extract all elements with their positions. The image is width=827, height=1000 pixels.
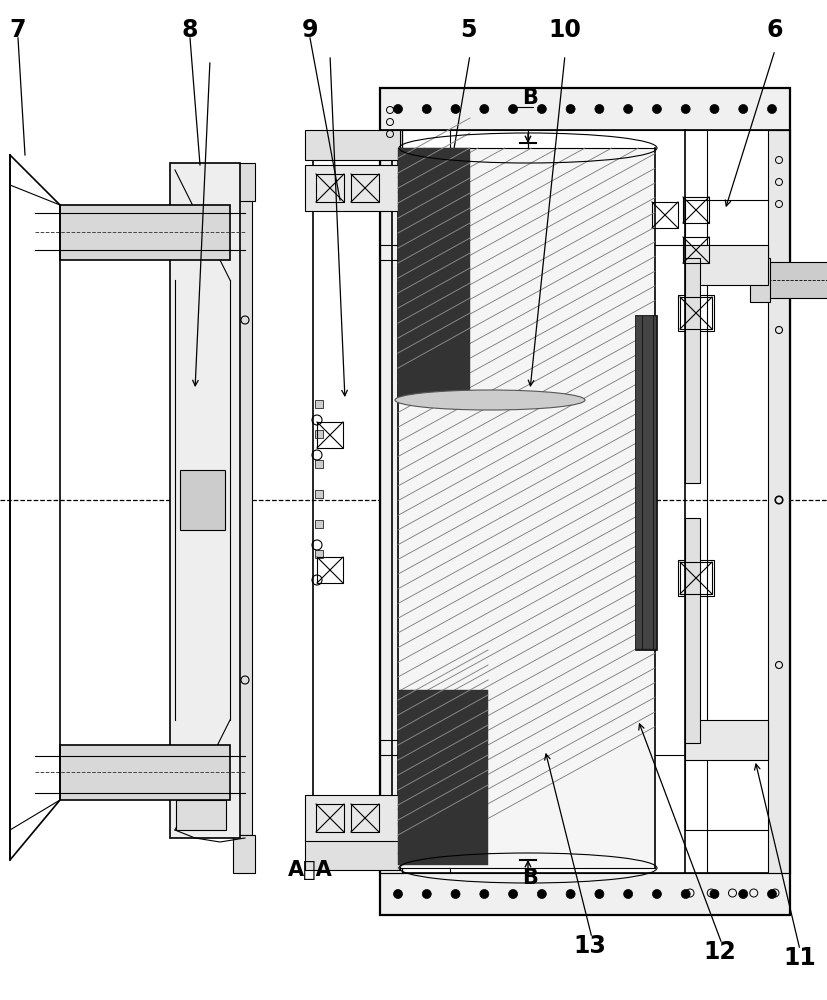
Text: A－A: A－A bbox=[287, 860, 332, 880]
Text: B: B bbox=[522, 868, 538, 888]
Bar bbox=[237, 165, 251, 835]
Text: 11: 11 bbox=[782, 946, 815, 970]
Text: 12: 12 bbox=[703, 940, 735, 964]
Circle shape bbox=[566, 890, 575, 898]
Bar bbox=[60, 205, 230, 260]
Bar bbox=[351, 804, 379, 832]
Circle shape bbox=[422, 890, 431, 898]
Bar bbox=[677, 560, 713, 596]
Circle shape bbox=[537, 105, 546, 114]
Circle shape bbox=[479, 105, 488, 114]
Bar bbox=[404, 217, 431, 243]
Circle shape bbox=[652, 105, 661, 114]
Bar bbox=[314, 460, 323, 468]
Circle shape bbox=[537, 890, 546, 898]
Text: 9: 9 bbox=[301, 18, 318, 42]
Bar bbox=[682, 197, 708, 223]
Circle shape bbox=[508, 105, 517, 114]
Bar bbox=[634, 315, 656, 650]
Bar bbox=[60, 745, 230, 800]
Bar bbox=[314, 550, 323, 558]
Bar bbox=[380, 130, 402, 873]
Bar bbox=[404, 792, 431, 818]
Text: 8: 8 bbox=[182, 18, 198, 42]
Bar bbox=[314, 400, 323, 408]
Bar bbox=[398, 148, 654, 868]
Circle shape bbox=[393, 105, 402, 114]
Circle shape bbox=[767, 105, 776, 114]
Bar bbox=[232, 163, 255, 201]
Circle shape bbox=[594, 105, 603, 114]
Bar bbox=[682, 237, 708, 263]
Bar bbox=[651, 202, 677, 228]
Bar bbox=[679, 562, 711, 594]
Bar bbox=[767, 130, 789, 873]
Circle shape bbox=[681, 890, 690, 898]
Bar bbox=[398, 690, 487, 865]
Bar bbox=[232, 835, 255, 873]
Text: B: B bbox=[522, 88, 538, 108]
Bar bbox=[749, 258, 769, 302]
Bar bbox=[304, 165, 399, 211]
Bar bbox=[317, 557, 342, 583]
Bar bbox=[316, 174, 343, 202]
Bar bbox=[351, 174, 379, 202]
Circle shape bbox=[681, 105, 690, 114]
Bar bbox=[684, 258, 699, 483]
Bar bbox=[304, 795, 399, 841]
Circle shape bbox=[738, 890, 747, 898]
Bar bbox=[317, 422, 342, 448]
Circle shape bbox=[623, 890, 632, 898]
Circle shape bbox=[566, 105, 575, 114]
Bar bbox=[679, 297, 711, 329]
Bar bbox=[677, 295, 713, 331]
Bar bbox=[767, 262, 827, 298]
Bar bbox=[316, 804, 343, 832]
Circle shape bbox=[767, 890, 776, 898]
Circle shape bbox=[709, 890, 718, 898]
Bar bbox=[304, 130, 399, 160]
Circle shape bbox=[479, 890, 488, 898]
Circle shape bbox=[709, 105, 718, 114]
Circle shape bbox=[738, 105, 747, 114]
Bar bbox=[404, 755, 431, 781]
Bar bbox=[684, 245, 767, 285]
Bar bbox=[176, 800, 226, 830]
Bar bbox=[380, 88, 789, 130]
Bar bbox=[684, 518, 699, 743]
Circle shape bbox=[508, 890, 517, 898]
Bar bbox=[304, 840, 399, 870]
Bar bbox=[380, 873, 789, 915]
Bar bbox=[314, 430, 323, 438]
Bar bbox=[170, 163, 240, 838]
Circle shape bbox=[451, 890, 460, 898]
Text: 6: 6 bbox=[766, 18, 782, 42]
Bar bbox=[398, 148, 470, 403]
Bar bbox=[314, 490, 323, 498]
Circle shape bbox=[451, 105, 460, 114]
Circle shape bbox=[422, 105, 431, 114]
Text: 7: 7 bbox=[10, 18, 26, 42]
Text: 13: 13 bbox=[573, 934, 605, 958]
Circle shape bbox=[594, 890, 603, 898]
Circle shape bbox=[652, 890, 661, 898]
Bar bbox=[314, 520, 323, 528]
Bar bbox=[179, 470, 225, 530]
Circle shape bbox=[623, 105, 632, 114]
Text: 5: 5 bbox=[459, 18, 476, 42]
Ellipse shape bbox=[394, 390, 585, 410]
Bar bbox=[404, 182, 431, 208]
Bar bbox=[684, 720, 767, 760]
Bar bbox=[380, 88, 789, 915]
Circle shape bbox=[393, 890, 402, 898]
Text: 10: 10 bbox=[548, 18, 581, 42]
